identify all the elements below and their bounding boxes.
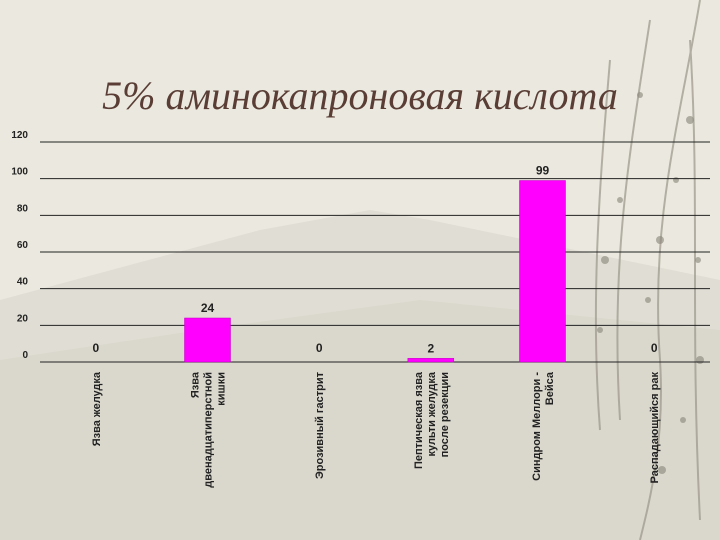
data-label: 2 bbox=[427, 341, 434, 355]
bar bbox=[184, 317, 231, 363]
data-label: 0 bbox=[92, 341, 99, 355]
x-tick-label: Пептическая язва bbox=[413, 371, 425, 469]
x-tick-label: Эрозивный гастрит bbox=[314, 371, 326, 479]
y-tick-label: 40 bbox=[17, 277, 29, 288]
x-tick-label: Язва bbox=[190, 371, 202, 398]
data-label: 99 bbox=[536, 164, 550, 178]
x-tick-label: двенадцатиперстной bbox=[203, 372, 215, 488]
x-tick-label: Синдром Меллори - bbox=[531, 372, 543, 481]
y-tick-label: 60 bbox=[17, 240, 29, 251]
y-tick-label: 0 bbox=[22, 350, 28, 361]
x-tick-label: Вейса bbox=[544, 371, 556, 405]
x-tick-label: Язва желудка bbox=[91, 371, 103, 446]
y-tick-label: 100 bbox=[11, 167, 28, 178]
bar bbox=[407, 358, 455, 363]
data-label: 0 bbox=[651, 341, 658, 355]
x-tick-label: Распадающийся рак bbox=[649, 372, 661, 484]
y-tick-label: 120 bbox=[11, 130, 28, 141]
y-tick-label: 80 bbox=[17, 203, 29, 214]
y-tick-label: 20 bbox=[17, 313, 29, 324]
x-tick-label: культи желудка bbox=[426, 371, 438, 456]
data-label: 0 bbox=[316, 341, 323, 355]
x-tick-label: кишки bbox=[216, 372, 228, 406]
x-tick-label: после резекции bbox=[439, 372, 451, 457]
data-label: 24 bbox=[201, 301, 215, 315]
bar bbox=[519, 180, 566, 363]
slide-title: 5% аминокапроновая кислота bbox=[102, 73, 618, 118]
